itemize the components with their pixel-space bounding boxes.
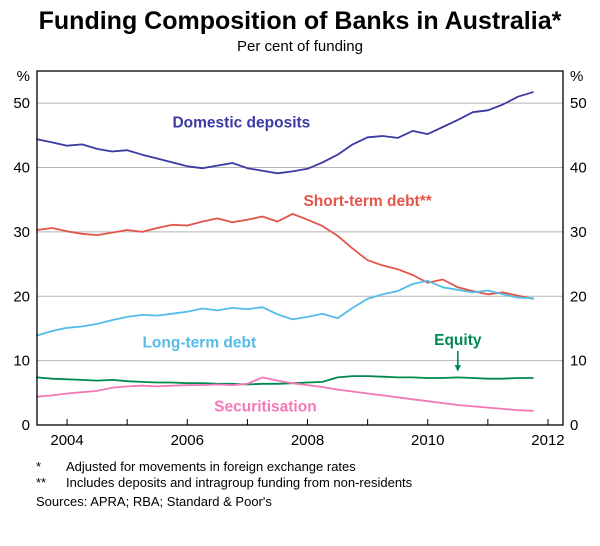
x-tick-label-2004: 2004 [50, 432, 83, 449]
plot-border [36, 69, 564, 426]
footnote-2-text: Includes deposits and intragroup funding… [66, 475, 413, 491]
y-tick-label-left-30: 30 [13, 223, 30, 240]
x-tick-label-2012: 2012 [531, 432, 564, 449]
y-tick-label-right-40: 40 [570, 159, 587, 176]
y-axis-unit-right: % [570, 68, 583, 85]
y-tick-label-right-10: 10 [570, 352, 587, 369]
footnote-1-marker: * [36, 458, 42, 474]
y-tick-label-left-50: 50 [13, 95, 30, 112]
series-line-securitisation [36, 375, 534, 412]
series-label-equity: Equity [434, 332, 482, 349]
y-tick-label-left-10: 10 [13, 352, 30, 369]
chart-page: Funding Composition of Banks in Australi… [0, 7, 600, 546]
y-tick-label-right-20: 20 [570, 288, 587, 305]
series-label-short-term-debt: Short-term debt** [303, 193, 432, 210]
y-tick-label-right-30: 30 [570, 223, 587, 240]
series-label-securitisation: Securitisation [214, 398, 317, 415]
y-tick-label-left-0: 0 [22, 417, 30, 434]
y-tick-label-left-40: 40 [13, 159, 30, 176]
y-tick-label-right-0: 0 [570, 417, 578, 434]
chart-title: Funding Composition of Banks in Australi… [38, 7, 562, 35]
series-line-equity [36, 374, 534, 385]
footnotes: * Adjusted for movements in foreign exch… [36, 459, 574, 512]
footnote-2: ** Includes deposits and intragroup fund… [36, 475, 574, 492]
series-line-long-term-debt [36, 279, 534, 336]
equity-arrow-head [454, 364, 461, 372]
x-tick-label-2006: 2006 [171, 432, 204, 449]
series-line-short-term-debt [36, 212, 534, 300]
y-tick-label-left-20: 20 [13, 288, 30, 305]
series-line-domestic-deposits [36, 90, 534, 174]
sources-line: Sources: APRA; RBA; Standard & Poor's [36, 494, 272, 510]
x-tick-label-2008: 2008 [291, 432, 324, 449]
series-label-domestic-deposits: Domestic deposits [172, 114, 310, 131]
y-axis-unit-left: % [17, 68, 30, 85]
x-tick-label-2010: 2010 [411, 432, 444, 449]
funding-chart: 2004 2006 2008 2010 2012 0 0 10 10 20 20 30 30 40 40 50… [13, 68, 587, 449]
chart-subtitle: Per cent of funding [237, 37, 363, 55]
footnote-1: * Adjusted for movements in foreign exch… [36, 459, 574, 476]
footnote-2-marker: ** [36, 475, 47, 491]
y-tick-label-right-50: 50 [570, 95, 587, 112]
footnote-1-text: Adjusted for movements in foreign exchan… [66, 458, 356, 474]
series-label-long-term-debt: Long-term debt [142, 334, 256, 351]
